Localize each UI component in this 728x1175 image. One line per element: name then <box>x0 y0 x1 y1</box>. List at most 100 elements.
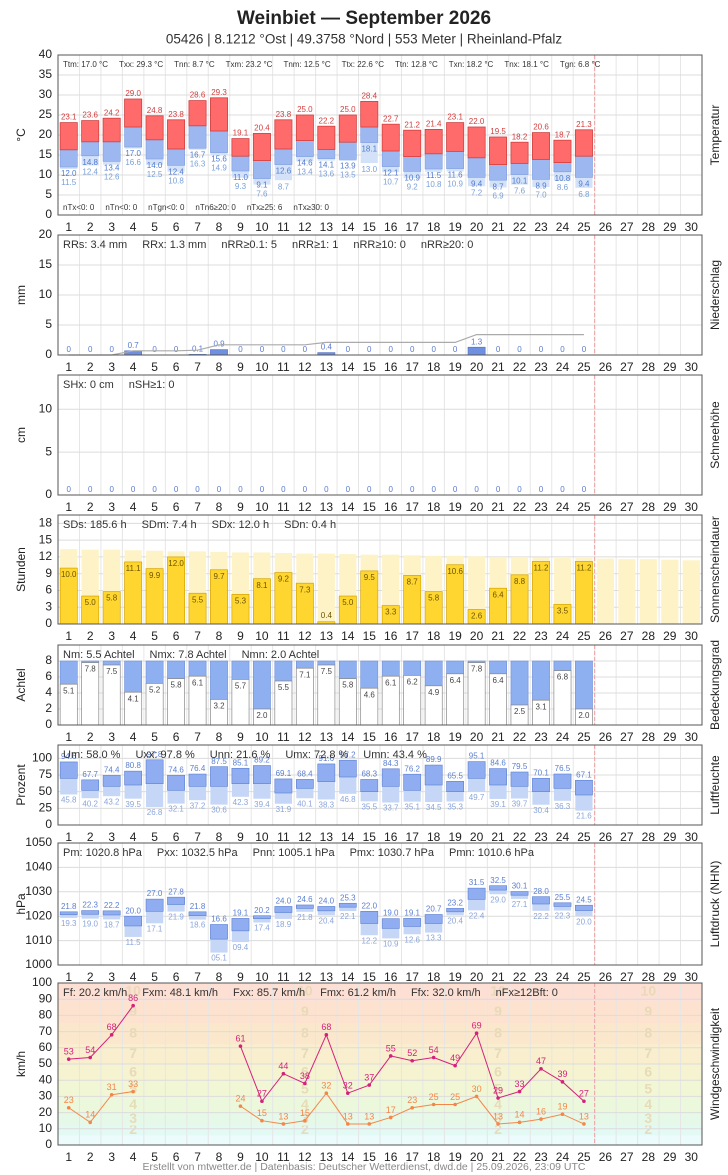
min-label: 45.8 <box>61 796 77 805</box>
stat-text: nTx≥25: 6 <box>247 203 283 212</box>
stat-text: Txm: 23.2 °C <box>226 60 273 69</box>
x-tick-label: 12 <box>298 500 312 514</box>
mean-max-bar <box>167 896 185 905</box>
mean-max-bar <box>424 128 443 155</box>
min-mean-bar <box>317 149 336 159</box>
max-label: 23.8 <box>276 110 292 119</box>
mean-max-bar <box>188 911 207 917</box>
value-label: 0 <box>517 345 522 354</box>
mean-max-bar <box>532 132 550 160</box>
x-tick-label: 25 <box>577 1150 591 1164</box>
mean-max-bar <box>338 759 357 778</box>
value-label: 49 <box>450 1053 460 1063</box>
mean-max-bar <box>145 115 164 141</box>
x-tick-label: 7 <box>194 970 201 984</box>
x-tick-label: 8 <box>216 629 223 643</box>
stat-text: nRR≥10: 0 <box>353 239 406 251</box>
ground-label: 16.3 <box>190 159 206 168</box>
min-mean-bar <box>188 125 207 149</box>
sky-bar <box>381 660 400 677</box>
footer: Erstellt von mtwetter.de | Datenbasis: D… <box>143 1161 586 1173</box>
ground-min-bar <box>317 158 335 161</box>
series-point <box>88 1055 92 1060</box>
x-tick-label: 28 <box>642 360 656 374</box>
max-label: 76.2 <box>404 764 420 773</box>
x-tick-label: 12 <box>298 629 312 643</box>
x-tick-label: 20 <box>470 500 484 514</box>
x-tick-label: 14 <box>341 970 355 984</box>
ground-min-bar <box>146 159 164 165</box>
min-label: 12.2 <box>361 936 377 945</box>
min-label: 39.7 <box>512 800 528 809</box>
sky-bar <box>510 660 529 706</box>
sky-bar <box>274 660 293 682</box>
ground-label: 12.4 <box>82 168 98 177</box>
min-mean-bar <box>403 926 421 935</box>
mean-max-bar <box>489 768 507 786</box>
value-label: 3.5 <box>557 607 569 616</box>
sky-bar <box>338 660 357 679</box>
series-point <box>431 1055 436 1060</box>
value-label: 0 <box>67 485 72 494</box>
min-mean-bar <box>360 923 378 936</box>
stat-text: Ttm: 17.0 °C <box>63 60 108 69</box>
panel-label: Luftfeuchte <box>708 755 722 815</box>
max-label: 67.7 <box>82 770 98 779</box>
ground-label: 7.0 <box>535 191 547 200</box>
beaufort-label: 5 <box>301 1081 309 1097</box>
mean-max-bar <box>446 908 465 913</box>
x-tick-label: 16 <box>384 360 398 374</box>
value-label: 16 <box>536 1106 546 1116</box>
min-mean-bar <box>553 906 572 911</box>
min-mean-bar <box>489 785 507 799</box>
series-point <box>346 1091 350 1095</box>
x-tick-label: 8 <box>216 970 223 984</box>
x-tick-label: 9 <box>237 1150 244 1164</box>
min-mean-bar <box>381 150 400 167</box>
min-label: 9.1 <box>256 181 268 190</box>
stat-text: Um: 58.0 % <box>63 749 121 761</box>
max-label: 79.5 <box>512 762 528 771</box>
min-mean-bar <box>274 793 292 804</box>
stat-text: Pm: 1020.8 hPa <box>63 847 143 859</box>
max-label: 22.3 <box>82 901 98 910</box>
x-tick-label: 14 <box>341 830 355 844</box>
min-mean-bar <box>425 785 443 802</box>
value-label: 0 <box>539 345 544 354</box>
x-tick-label: 20 <box>470 629 484 643</box>
x-tick-label: 23 <box>534 500 548 514</box>
x-tick-label: 26 <box>599 970 613 984</box>
max-label: 20.0 <box>125 906 141 915</box>
y-tick-label: 18 <box>39 516 53 530</box>
x-tick-label: 18 <box>427 220 441 234</box>
min-mean-bar <box>575 910 593 917</box>
x-tick-label: 19 <box>448 629 462 643</box>
y-tick-label: 15 <box>39 147 53 161</box>
max-label: 19.5 <box>490 127 506 136</box>
value-label: 0 <box>324 485 329 494</box>
x-tick-label: 3 <box>108 730 115 744</box>
x-tick-label: 22 <box>513 220 527 234</box>
stat-text: Txx: 29.3 °C <box>119 60 163 69</box>
x-tick-label: 7 <box>194 360 201 374</box>
max-label: 28.4 <box>361 92 377 101</box>
x-tick-label: 23 <box>534 730 548 744</box>
y-tick-label: 30 <box>39 87 53 101</box>
max-label: 25.0 <box>340 105 356 114</box>
x-tick-label: 3 <box>108 1150 115 1164</box>
value-label: 13 <box>343 1111 353 1121</box>
min-mean-bar <box>145 139 164 160</box>
value-label: 9.9 <box>149 571 161 580</box>
mean-max-bar <box>81 910 100 915</box>
x-tick-label: 26 <box>599 360 613 374</box>
y-tick-label: 50 <box>39 1056 53 1070</box>
mean-max-bar <box>210 97 228 132</box>
value-label: 0 <box>431 345 436 354</box>
x-tick-label: 29 <box>663 730 677 744</box>
value-label: 47 <box>536 1056 546 1066</box>
mean-max-bar <box>360 101 379 128</box>
stat-text: Nmn: 2.0 Achtel <box>242 649 320 661</box>
mean-max-bar <box>231 767 250 784</box>
x-tick-label: 4 <box>130 830 137 844</box>
ground-label: 10.8 <box>426 180 442 189</box>
